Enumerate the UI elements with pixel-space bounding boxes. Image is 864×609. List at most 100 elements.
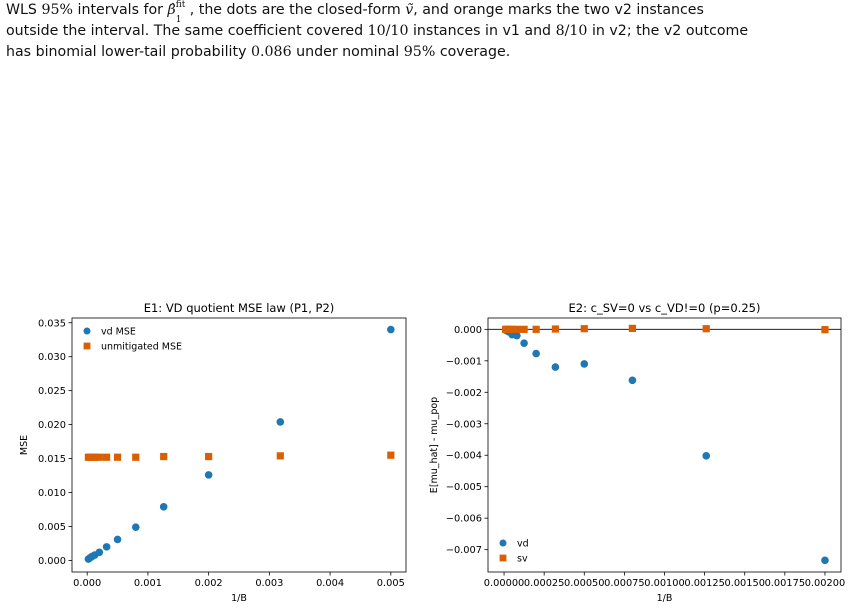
x-tick-label: 0.003 (255, 578, 283, 589)
y-tick-label: −0.002 (446, 388, 482, 399)
data-point (551, 363, 560, 371)
data-point (131, 523, 140, 531)
caption-text: WLS (6, 2, 42, 18)
plot-frame (487, 317, 842, 573)
legend-label: vd MSE (101, 327, 136, 338)
data-point (702, 325, 710, 333)
beta-superscript: fit (175, 0, 186, 10)
caption-text: in v2; the v2 outcome (587, 23, 749, 39)
caption-line-1: WLS 95% intervals for β̂ fit 1 , the dots a… (6, 0, 858, 25)
caption-text: coverage. (435, 44, 511, 60)
data-point (103, 453, 111, 461)
data-point (276, 418, 285, 426)
x-tick-label: 0.00175 (765, 578, 806, 589)
caption-text: outside the interval. The same coefficie… (6, 23, 368, 39)
data-point (821, 556, 829, 565)
caption-math: 95% (41, 2, 73, 18)
data-point (513, 331, 521, 340)
y-tick-label: −0.005 (446, 482, 482, 493)
caption-text: instances in v1 and (408, 23, 556, 39)
y-tick-label: 0.035 (38, 318, 66, 329)
legend-marker (499, 554, 507, 562)
legend-label: sv (517, 554, 528, 565)
caption-text: , the dots are the closed-form (189, 2, 406, 18)
data-point (520, 339, 528, 347)
caption-text: has binomial lower-tail probability (6, 44, 251, 60)
chart-e2-bias: E2: c_SV=0 vs c_VD!=0 (p=0.25)0.00000 0.0… (429, 301, 845, 604)
caption-text: intervals for (73, 2, 168, 18)
data-point (520, 325, 528, 333)
data-point (508, 325, 516, 333)
data-point (113, 453, 122, 461)
x-tick-label: 0.00000 (484, 578, 525, 589)
caption-math: 8/10 (555, 23, 588, 39)
plot-frame (71, 317, 407, 573)
legend: vd sv (499, 539, 529, 565)
data-point (628, 324, 637, 332)
caption-math: 10/10 (367, 23, 409, 39)
y-axis-label: MSE (19, 435, 30, 455)
x-tick-label: 0.00125 (684, 578, 725, 589)
y-tick-label: 0.000 (454, 325, 482, 336)
data-point (513, 325, 521, 333)
caption-math: 95% (403, 44, 436, 60)
data-point (95, 453, 103, 461)
beta-subscript: 1 (175, 15, 182, 25)
y-tick-label: −0.007 (446, 545, 482, 556)
caption-math: 0.086 (250, 44, 292, 60)
data-point (551, 325, 559, 333)
legend-marker (83, 342, 91, 350)
chart-title: E2: c_SV=0 vs c_VD!=0 (p=0.25) (569, 301, 761, 315)
data-point (91, 453, 99, 461)
y-tick-label: 0.025 (38, 386, 66, 397)
y-tick-label: 0.005 (38, 522, 66, 533)
series-vd-mse (84, 325, 395, 563)
x-tick-label: 0.00075 (604, 578, 645, 589)
x-tick-label: 0.00200 (805, 578, 846, 589)
caption-text: under nominal (291, 44, 404, 60)
data-point (95, 548, 104, 557)
legend-marker (83, 327, 91, 335)
data-point (702, 452, 711, 460)
caption-text: , and orange marks the two v2 instances (413, 2, 704, 18)
x-tick-label: 0.005 (377, 578, 405, 589)
data-point (387, 325, 395, 334)
data-point (159, 503, 168, 511)
data-point (387, 451, 395, 459)
beta-fit-symbol: β̂ fit 1 (167, 0, 190, 25)
x-tick-label: 0.00050 (564, 578, 605, 589)
beta-symbol: β̂ (167, 2, 176, 18)
chart-title: E1: VD quotient MSE law (P1, P2) (144, 301, 335, 315)
series-vd (501, 326, 829, 565)
y-tick-label: 0.000 (38, 556, 66, 567)
figure-caption: WLS 95% intervals for β̂ fit 1 , the dots a… (6, 0, 858, 63)
data-point (204, 471, 213, 479)
data-point (276, 452, 284, 460)
legend: vd MSE unmitigated MSE (83, 327, 182, 353)
y-tick-label: 0.020 (38, 420, 66, 431)
data-point (580, 325, 588, 333)
legend-label: unmitigated MSE (101, 342, 182, 353)
x-axis-label: 1/B (657, 593, 673, 604)
legend-label: vd (517, 539, 529, 550)
data-point (628, 376, 637, 385)
x-tick-label: 0.000 (73, 578, 101, 589)
y-tick-label: 0.030 (38, 352, 66, 363)
x-tick-label: 0.00025 (524, 578, 565, 589)
y-tick-label: 0.015 (38, 454, 66, 465)
x-tick-label: 0.001 (134, 578, 162, 589)
data-point (132, 453, 140, 461)
x-tick-label: 0.00150 (724, 578, 765, 589)
x-axis-label: 1/B (231, 593, 247, 604)
x-tick-label: 0.00100 (644, 578, 685, 589)
y-tick-label: −0.001 (446, 356, 482, 367)
y-tick-label: 0.010 (38, 488, 66, 499)
y-axis-label: E[mu_hat] - mu_pop (429, 397, 440, 493)
legend-marker (499, 539, 507, 547)
data-point (532, 349, 540, 358)
series-unmitigated-mse (84, 451, 395, 461)
x-tick-label: 0.002 (195, 578, 223, 589)
y-tick-label: −0.004 (446, 451, 482, 462)
data-point (160, 452, 168, 461)
